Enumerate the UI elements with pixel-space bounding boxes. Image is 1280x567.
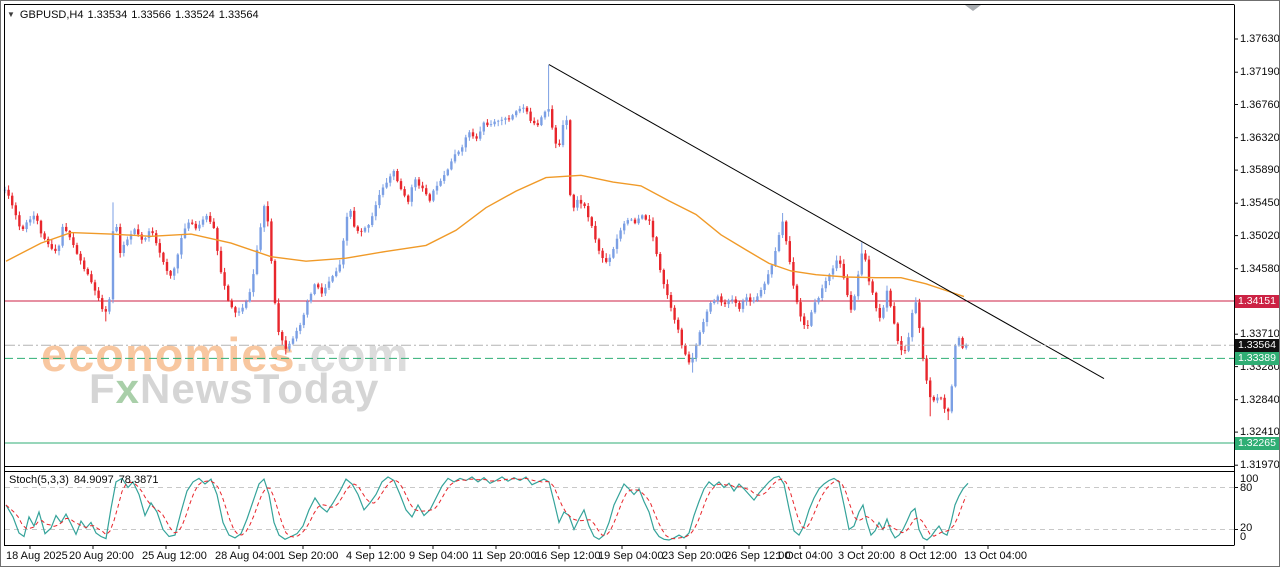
moving-average-line[interactable] <box>5 174 965 298</box>
quote-low: 1.33524 <box>175 9 215 21</box>
time-axis[interactable] <box>4 546 1234 566</box>
quote-open: 1.33534 <box>87 9 128 21</box>
stoch-d-line[interactable] <box>5 477 967 540</box>
candles[interactable] <box>3 64 968 421</box>
chevron-down-icon: ▼ <box>7 10 15 19</box>
stochastic-d-value: 78.3871 <box>118 474 159 486</box>
symbol-timeframe: GBPUSD,H4 <box>19 9 84 21</box>
stochastic-label: Stoch(5,3,3) 84.9097 78.3871 <box>9 474 163 486</box>
stochastic-k-value: 84.9097 <box>73 474 114 486</box>
stochastic-name: Stoch(5,3,3) <box>9 474 69 486</box>
chart-title: ▼ GBPUSD,H4 1.33534 1.33566 1.33524 1.33564 <box>7 9 263 21</box>
descending-trendline[interactable] <box>548 64 1105 380</box>
quote-close: 1.33564 <box>218 9 259 21</box>
price-axis[interactable] <box>1234 4 1279 466</box>
stoch-k-line[interactable] <box>5 475 969 541</box>
quote-high: 1.33566 <box>131 9 172 21</box>
chart-shift-marker-icon[interactable] <box>965 5 981 11</box>
